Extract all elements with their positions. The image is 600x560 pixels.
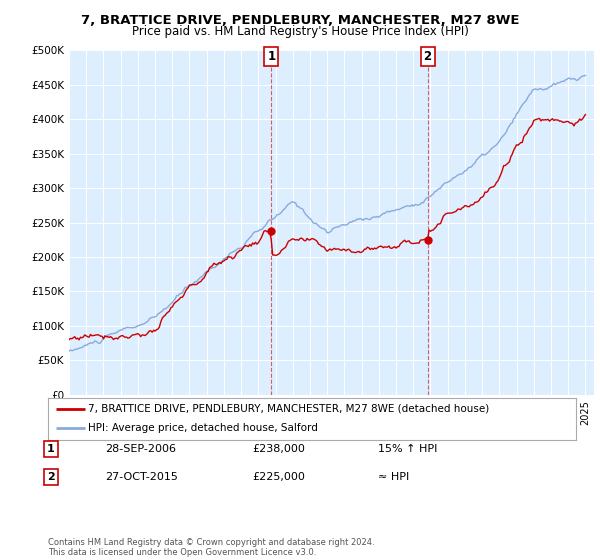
Text: 1: 1 xyxy=(47,444,55,454)
Text: 1: 1 xyxy=(267,50,275,63)
Text: 2: 2 xyxy=(424,50,431,63)
Text: 15% ↑ HPI: 15% ↑ HPI xyxy=(378,444,437,454)
Text: 2: 2 xyxy=(47,472,55,482)
Text: £225,000: £225,000 xyxy=(252,472,305,482)
Text: 28-SEP-2006: 28-SEP-2006 xyxy=(105,444,176,454)
Text: Price paid vs. HM Land Registry's House Price Index (HPI): Price paid vs. HM Land Registry's House … xyxy=(131,25,469,38)
Text: 7, BRATTICE DRIVE, PENDLEBURY, MANCHESTER, M27 8WE (detached house): 7, BRATTICE DRIVE, PENDLEBURY, MANCHESTE… xyxy=(88,404,489,414)
Text: ≈ HPI: ≈ HPI xyxy=(378,472,409,482)
Text: 27-OCT-2015: 27-OCT-2015 xyxy=(105,472,178,482)
Text: Contains HM Land Registry data © Crown copyright and database right 2024.
This d: Contains HM Land Registry data © Crown c… xyxy=(48,538,374,557)
Text: HPI: Average price, detached house, Salford: HPI: Average price, detached house, Salf… xyxy=(88,423,317,433)
Text: 7, BRATTICE DRIVE, PENDLEBURY, MANCHESTER, M27 8WE: 7, BRATTICE DRIVE, PENDLEBURY, MANCHESTE… xyxy=(81,14,519,27)
Text: £238,000: £238,000 xyxy=(252,444,305,454)
